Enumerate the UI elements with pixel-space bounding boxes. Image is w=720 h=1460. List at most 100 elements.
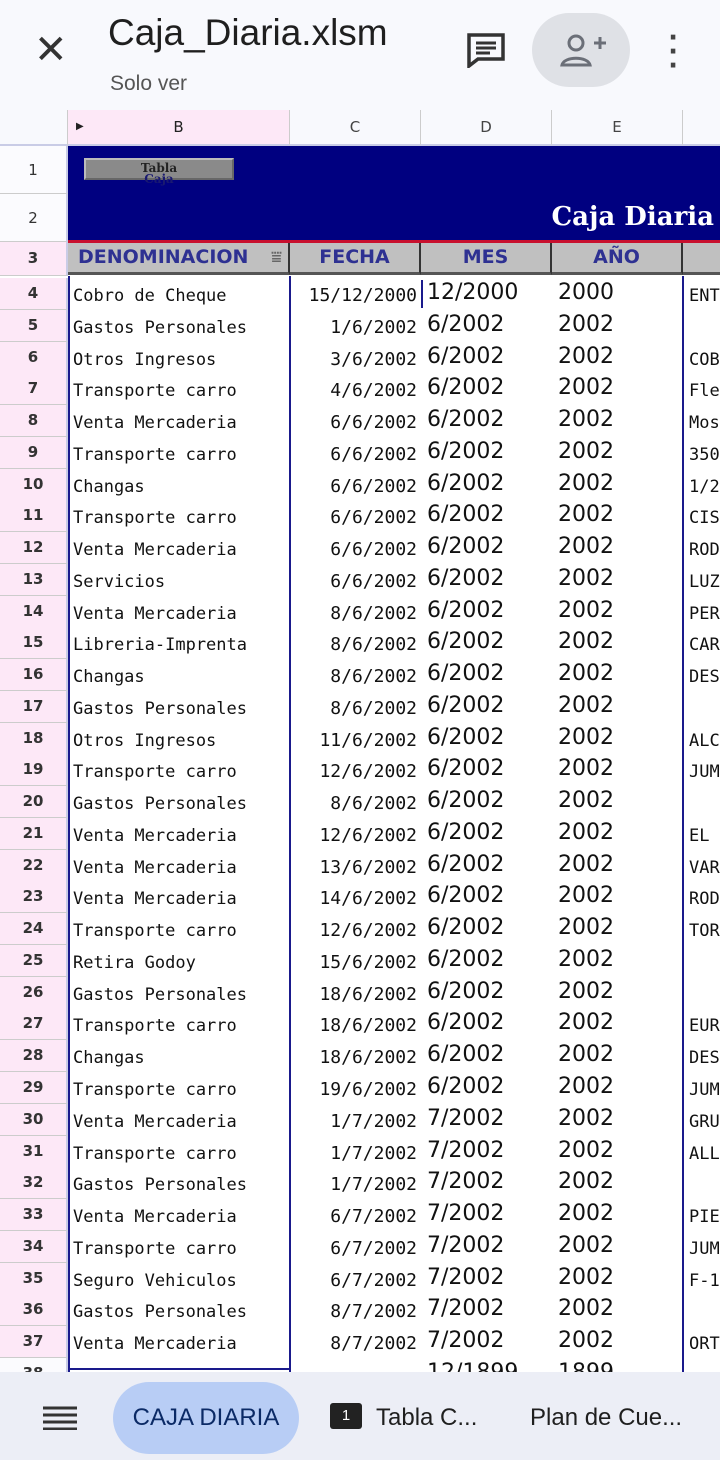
cell-f[interactable]: TOR	[689, 921, 720, 942]
cell-ano[interactable]: 2002	[558, 565, 614, 591]
sheets-menu-icon[interactable]	[43, 1406, 77, 1430]
cell-mes[interactable]: 6/2002	[427, 438, 505, 464]
column-header-c[interactable]: C	[290, 110, 421, 146]
row-header[interactable]: 8	[0, 405, 68, 438]
cell-denominacion[interactable]: Transporte carro	[73, 381, 237, 402]
cell-mes[interactable]: 12/2000	[427, 280, 519, 305]
cell-f[interactable]: CIS	[689, 508, 720, 529]
more-vert-icon[interactable]: · · ·	[668, 19, 680, 83]
cell-f[interactable]	[689, 691, 720, 723]
cell-denominacion[interactable]: Venta Mercaderia	[73, 413, 237, 434]
cell-mes[interactable]: 6/2002	[427, 597, 505, 623]
row-header[interactable]: 18	[0, 722, 68, 755]
cell-f[interactable]: ALL	[689, 1143, 720, 1164]
cell-f[interactable]: PIE	[689, 1207, 720, 1228]
cell-fecha[interactable]: 6/7/2002	[330, 1269, 417, 1291]
cell-denominacion[interactable]: Transporte carro	[73, 762, 237, 783]
cell-fecha[interactable]: 6/6/2002	[330, 443, 417, 465]
cell-ano[interactable]: 2002	[558, 597, 614, 623]
cell-mes[interactable]: 6/2002	[427, 946, 505, 972]
filter-icon[interactable]: ⩸	[271, 247, 282, 268]
cell-ano[interactable]: 2002	[558, 1296, 614, 1322]
column-header-d[interactable]: D	[421, 110, 552, 146]
cell-ano[interactable]: 2002	[558, 661, 614, 687]
cell-ano[interactable]: 2002	[558, 407, 614, 433]
row-header[interactable]: 37	[0, 1326, 68, 1359]
cell-denominacion[interactable]: Changas	[73, 476, 145, 497]
cell-denominacion[interactable]: Changas	[73, 667, 145, 688]
cell-f[interactable]: DES	[689, 667, 720, 688]
column-header-f[interactable]	[683, 110, 720, 146]
cell-mes[interactable]: 7/2002	[427, 1201, 505, 1227]
cell-fecha[interactable]: 8/7/2002	[330, 1333, 417, 1355]
cell-mes[interactable]: 7/2002	[427, 1169, 505, 1195]
cell-f[interactable]: ALC	[689, 730, 720, 751]
cell-f[interactable]: JUM	[689, 1238, 720, 1259]
cell-f[interactable]: ENT	[689, 286, 720, 306]
cell-ano[interactable]: 2000	[558, 280, 614, 305]
cell-f[interactable]: Mos	[689, 413, 720, 434]
tab-plan-de-cuentas[interactable]: Plan de Cue...	[530, 1404, 683, 1431]
cell-f[interactable]: DES	[689, 1048, 720, 1069]
cell-ano[interactable]: 2002	[558, 438, 614, 464]
header-ano[interactable]: AÑO	[552, 243, 683, 275]
cell-f[interactable]: ROD	[689, 540, 720, 561]
row-header[interactable]: 25	[0, 944, 68, 977]
cell-ano[interactable]: 2002	[558, 1010, 614, 1036]
cell-mes[interactable]: 7/2002	[427, 1296, 505, 1322]
row-header[interactable]: 15	[0, 627, 68, 660]
cell-ano[interactable]: 2002	[558, 311, 614, 337]
cell-denominacion[interactable]: Seguro Vehiculos	[73, 1270, 237, 1291]
row-header[interactable]: 22	[0, 849, 68, 882]
row-header[interactable]: 26	[0, 976, 68, 1009]
cell-f[interactable]: CAR	[689, 635, 720, 656]
cell-fecha[interactable]: 15/12/2000	[308, 285, 417, 306]
cell-mes[interactable]: 6/2002	[427, 311, 505, 337]
row-header[interactable]: 36	[0, 1294, 68, 1327]
cell-ano[interactable]: 2002	[558, 1264, 614, 1290]
cell-denominacion[interactable]: Transporte carro	[73, 1238, 237, 1259]
cell-mes[interactable]: 6/2002	[427, 819, 505, 845]
cell-denominacion[interactable]: Gastos Personales	[73, 317, 247, 338]
cell-fecha[interactable]: 6/7/2002	[330, 1237, 417, 1259]
cell-fecha[interactable]: 8/6/2002	[330, 666, 417, 688]
cell-denominacion[interactable]: Transporte carro	[73, 1143, 237, 1164]
cell-fecha[interactable]: 6/6/2002	[330, 539, 417, 561]
cell-fecha[interactable]: 3/6/2002	[330, 348, 417, 370]
row-header[interactable]: 20	[0, 786, 68, 819]
cell-denominacion[interactable]: Changas	[73, 1048, 145, 1069]
cell-fecha[interactable]: 6/6/2002	[330, 475, 417, 497]
row-header[interactable]: 31	[0, 1135, 68, 1168]
cell-ano[interactable]: 2002	[558, 692, 614, 718]
cell-mes[interactable]: 6/2002	[427, 375, 505, 401]
cell-mes[interactable]: 7/2002	[427, 1328, 505, 1354]
cell-fecha[interactable]: 15/6/2002	[319, 951, 417, 973]
row-header[interactable]: 17	[0, 690, 68, 723]
cell-fecha[interactable]: 6/7/2002	[330, 1206, 417, 1228]
row-header[interactable]: 16	[0, 659, 68, 692]
cell-fecha[interactable]: 1/7/2002	[330, 1142, 417, 1164]
row-header[interactable]: 19	[0, 754, 68, 787]
cell-denominacion[interactable]: Retira Godoy	[73, 952, 196, 973]
row-header[interactable]: 24	[0, 913, 68, 946]
cell-mes[interactable]: 7/2002	[427, 1264, 505, 1290]
cell-fecha[interactable]: 14/6/2002	[319, 888, 417, 910]
cell-mes[interactable]: 6/2002	[427, 534, 505, 560]
cell-f[interactable]: JUM	[689, 762, 720, 783]
cell-fecha[interactable]: 18/6/2002	[319, 983, 417, 1005]
cell-mes[interactable]: 6/2002	[427, 692, 505, 718]
cell-ano[interactable]: 2002	[558, 1232, 614, 1258]
cell-f[interactable]	[689, 945, 720, 977]
cell-fecha[interactable]: 6/6/2002	[330, 507, 417, 529]
cell-denominacion[interactable]: Venta Mercaderia	[73, 1334, 237, 1355]
cell-ano[interactable]: 2002	[558, 788, 614, 814]
cell-denominacion[interactable]: Gastos Personales	[73, 1175, 247, 1196]
row-header[interactable]: 11	[0, 500, 68, 533]
cell-fecha[interactable]: 12/6/2002	[319, 824, 417, 846]
cell-mes[interactable]: 7/2002	[427, 1105, 505, 1131]
cell-f[interactable]: EL	[689, 825, 710, 846]
cell-ano[interactable]: 2002	[558, 375, 614, 401]
cell-mes[interactable]: 6/2002	[427, 788, 505, 814]
cell-ano[interactable]: 2002	[558, 946, 614, 972]
cell-fecha[interactable]: 4/6/2002	[330, 380, 417, 402]
